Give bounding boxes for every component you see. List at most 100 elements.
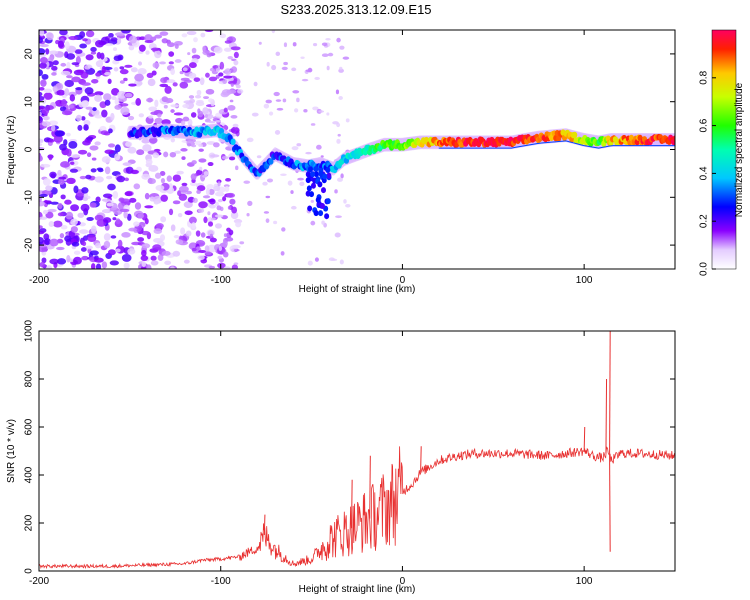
spectrogram-noise-blob [101, 109, 108, 118]
spectrogram-noise-blob [69, 94, 76, 102]
spectrogram-noise-blob [217, 199, 223, 203]
spectrogram-noise-blob [73, 185, 79, 194]
spectrogram-noise-blob [58, 179, 65, 185]
spectrogram-noise-blob [265, 99, 272, 104]
spectrogram-noise-blob [141, 230, 150, 236]
spectrogram-noise-blob [39, 142, 43, 147]
spectrogram-noise-blob [275, 51, 281, 57]
spectrogram-noise-blob [101, 65, 106, 74]
spectrogram-noise-blob [137, 213, 144, 219]
spectrogram-noise-blob [39, 230, 45, 235]
spectrogram-noise-blob [297, 177, 304, 181]
spectrogram-ridge-point [318, 210, 324, 217]
spectrogram-noise-blob [133, 183, 141, 190]
spectrogram-noise-blob [94, 176, 104, 183]
spectrogram-noise-blob [39, 225, 43, 229]
spectrogram-noise-blob [321, 53, 329, 57]
spectrogram-noise-blob [157, 113, 162, 118]
spectrogram-noise-blob [39, 37, 44, 44]
spectrogram-noise-blob [207, 211, 211, 216]
spectrogram-noise-blob [230, 46, 241, 51]
spectrogram-noise-blob [165, 97, 174, 104]
spectrogram-noise-blob [68, 91, 78, 97]
spectrogram-noise-blob [217, 181, 221, 187]
spectrogram-noise-blob [217, 255, 223, 260]
spectrogram-noise-blob [141, 249, 147, 257]
spectrogram-noise-blob [86, 152, 92, 158]
spectrogram-noise-blob [182, 104, 190, 109]
spectrogram-noise-blob [110, 112, 115, 121]
spectrogram-noise-blob [138, 36, 146, 41]
spectrogram-noise-blob [163, 104, 168, 109]
spectrogram-noise-blob [152, 244, 162, 251]
spectrogram-noise-blob [218, 246, 223, 251]
spectrogram-noise-blob [334, 232, 341, 238]
spectrogram-noise-blob [66, 255, 71, 263]
spectrogram-noise-blob [258, 41, 262, 45]
spectrogram-noise-blob [227, 55, 233, 60]
spectrogram-ytick-label: -10 [24, 190, 35, 205]
spectrogram-ridge-point [322, 173, 328, 180]
spectrogram-noise-blob [196, 185, 206, 192]
spectrogram-noise-blob [51, 65, 58, 71]
spectrogram-noise-blob [57, 202, 63, 210]
spectrogram-noise-blob [66, 148, 72, 157]
spectrogram-ridge-point [310, 171, 316, 178]
spectrogram-noise-blob [155, 223, 164, 229]
spectrogram-ridge-point [319, 202, 325, 209]
spectrogram-xtick-label: -200 [29, 275, 49, 286]
spectrogram-noise-blob [180, 120, 186, 126]
spectrogram-noise-blob [174, 59, 182, 63]
spectrogram-noise-blob [86, 216, 94, 221]
spectrogram-noise-blob [121, 253, 132, 262]
spectrogram-noise-blob [141, 243, 151, 249]
spectrogram-noise-blob [233, 51, 239, 59]
spectrogram-noise-blob [142, 144, 152, 152]
spectrogram-noise-blob [54, 130, 65, 137]
spectrogram-noise-blob [213, 46, 223, 54]
spectrogram-noise-blob [130, 67, 138, 73]
spectrogram-noise-blob [89, 145, 99, 151]
spectrogram-y-ticks: 20 10 0 -10 -20 [24, 48, 675, 252]
spectrogram-ytick-label: -20 [24, 237, 35, 252]
spectrogram-noise-blob [90, 263, 96, 269]
spectrogram-noise-blob [222, 240, 228, 248]
spectrogram-noise-blob [107, 143, 116, 148]
spectrogram-noise-blob [215, 119, 221, 123]
spectrogram-noise-blob [246, 213, 250, 217]
spectrogram-noise-blob [188, 242, 198, 250]
spectrogram-noise-blob [42, 209, 48, 215]
snr-spike [583, 426, 586, 452]
spectrogram-noise-blob [208, 120, 216, 124]
spectrogram-noise-blob [276, 107, 284, 111]
spectrogram-noise-blob [146, 72, 154, 79]
snr-ytick-label: 0 [24, 568, 35, 574]
spectrogram-noise-blob [82, 100, 90, 107]
spectrogram-noise-blob [43, 88, 53, 93]
spectrogram-ridge-point [305, 177, 311, 184]
spectrogram-noise-blob [153, 228, 163, 235]
spectrogram-noise-blob [95, 39, 105, 48]
snr-x-label: Height of straight line (km) [299, 584, 416, 595]
spectrogram-noise-blob [292, 90, 300, 94]
spectrogram-noise-blob [214, 191, 225, 197]
spectrogram-noise-blob [94, 91, 104, 96]
spectrogram-noise-blob [96, 51, 102, 59]
spectrogram-noise-blob [81, 82, 91, 86]
spectrogram-noise-blob [223, 47, 232, 52]
spectrogram-noise-blob [345, 203, 351, 208]
spectrogram-noise-blob [61, 99, 67, 107]
spectrogram-noise-blob [107, 78, 112, 85]
spectrogram-noise-blob [203, 171, 209, 176]
spectrogram-ridge-point [230, 138, 236, 146]
spectrogram-ridge-point [324, 213, 330, 220]
spectrogram-noise-blob [172, 200, 181, 205]
snr-spike [263, 514, 266, 536]
spectrogram-noise-blob [147, 78, 156, 87]
spectrogram-noise-blob [342, 56, 350, 60]
spectrogram-noise-blob [135, 98, 142, 106]
spectrogram-noise-blob [134, 202, 142, 210]
spectrogram-noise-blob [154, 117, 163, 124]
spectrogram-noise-blob [64, 199, 72, 205]
spectrogram-noise-blob [68, 104, 75, 109]
